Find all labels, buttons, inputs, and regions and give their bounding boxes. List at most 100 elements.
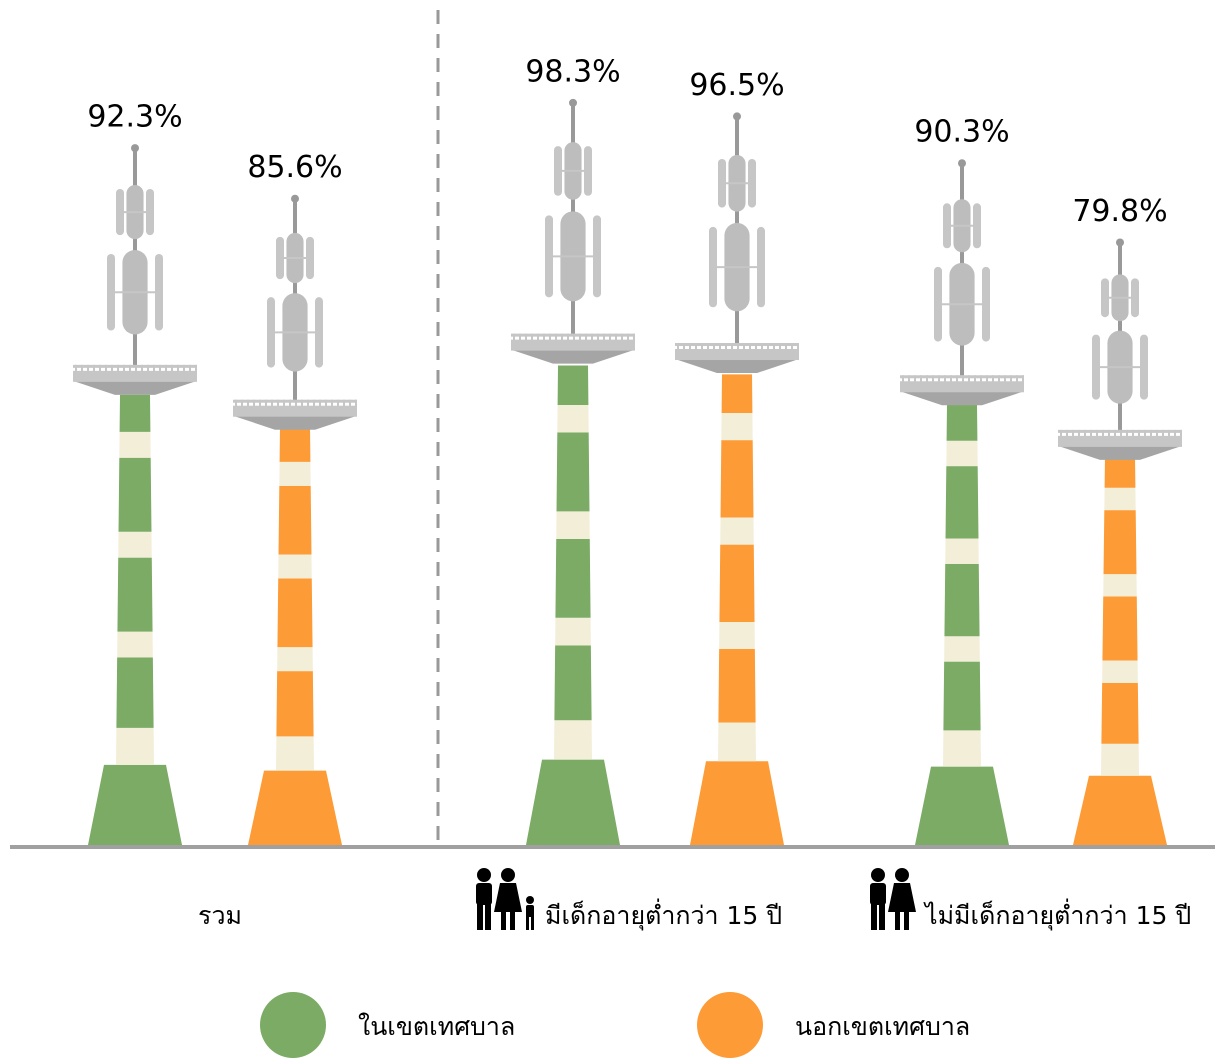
legend-swatch xyxy=(260,992,326,1058)
tower-stripe xyxy=(556,511,590,539)
railing-post xyxy=(627,333,629,342)
railing-post xyxy=(689,343,691,352)
railing-post xyxy=(998,375,1000,384)
tower-stripe xyxy=(1101,743,1139,776)
tower-platform xyxy=(1058,435,1182,447)
railing-post xyxy=(567,333,569,342)
railing-post xyxy=(603,333,605,342)
railing-post xyxy=(1168,429,1170,438)
tower-base xyxy=(88,764,182,845)
railing-post xyxy=(785,343,787,352)
railing-post xyxy=(135,364,137,373)
railing-post xyxy=(719,343,721,352)
tower-stripe xyxy=(1103,510,1137,575)
railing-post xyxy=(349,399,351,408)
antenna-tip xyxy=(1116,238,1124,247)
tower-stripe xyxy=(117,557,153,632)
railing-post xyxy=(247,399,249,408)
railing-post xyxy=(537,333,539,342)
tower-platform-under xyxy=(73,380,197,395)
tower-stripe xyxy=(116,727,154,765)
tower-stripe xyxy=(945,538,979,564)
railing-post xyxy=(579,333,581,342)
tower-platform xyxy=(675,349,799,361)
railing-post xyxy=(561,333,563,342)
railing-post xyxy=(908,375,910,384)
tower-stripe xyxy=(721,413,753,441)
railing-post xyxy=(87,364,89,373)
railing-post xyxy=(956,375,958,384)
tower-stripe xyxy=(1104,487,1136,511)
railing-post xyxy=(585,333,587,342)
railing-post xyxy=(277,399,279,408)
railing-post xyxy=(1180,429,1182,438)
tower-stripe xyxy=(718,722,756,762)
tower-base xyxy=(1073,775,1167,845)
railing-post xyxy=(189,364,191,373)
tower-platform-under xyxy=(675,359,799,374)
tower-stripe xyxy=(1103,574,1137,597)
tower-stripe xyxy=(279,427,311,462)
railing-post xyxy=(1156,429,1158,438)
tower-stripe xyxy=(557,365,589,405)
tower-bar xyxy=(73,144,197,845)
tower-platform xyxy=(73,370,197,382)
railing-post xyxy=(1096,429,1098,438)
railing-post xyxy=(621,333,623,342)
tower-stripe xyxy=(718,649,756,723)
railing-post xyxy=(171,364,173,373)
family-icon xyxy=(476,868,534,930)
tower-stripe xyxy=(276,736,314,771)
railing-post xyxy=(159,364,161,373)
railing-post xyxy=(1084,429,1086,438)
tower-stripe xyxy=(278,485,312,555)
railing-post xyxy=(1010,375,1012,384)
railing-post xyxy=(1150,429,1152,438)
railing-post xyxy=(183,364,185,373)
tower-stripe xyxy=(557,404,589,433)
railing-post xyxy=(75,364,77,373)
tower-stripe xyxy=(119,431,151,458)
tower-platform-under xyxy=(900,391,1024,406)
railing-post xyxy=(519,333,521,342)
tower-base xyxy=(690,761,784,845)
tower-stripe xyxy=(555,617,591,646)
railing-post xyxy=(1078,429,1080,438)
railing-post xyxy=(731,343,733,352)
railing-post xyxy=(1066,429,1068,438)
railing-post xyxy=(1120,429,1122,438)
railing-post xyxy=(615,333,617,342)
couple-icon xyxy=(870,868,916,930)
railing-post xyxy=(992,375,994,384)
tower-stripe xyxy=(554,645,592,721)
railing-post xyxy=(962,375,964,384)
railing-post xyxy=(1132,429,1134,438)
tower-platform-under xyxy=(511,349,635,364)
tower-stripe xyxy=(279,461,311,486)
tower-stripe xyxy=(117,631,153,658)
railing-post xyxy=(932,375,934,384)
tower-stripe xyxy=(943,661,981,731)
railing-post xyxy=(555,333,557,342)
tower-stripe xyxy=(116,657,154,728)
tower-stripe xyxy=(118,531,152,558)
legend-label: นอกเขตเทศบาล xyxy=(795,1012,970,1041)
railing-post xyxy=(165,364,167,373)
railing-post xyxy=(1126,429,1128,438)
antenna-tip xyxy=(958,159,966,168)
railing-post xyxy=(609,333,611,342)
antenna-tip xyxy=(291,194,299,203)
category-label: มีเด็กอายุต่ำกว่า 15 ปี xyxy=(545,898,782,931)
railing-post xyxy=(259,399,261,408)
tower-stripe xyxy=(944,563,980,637)
tower-stripe xyxy=(276,671,314,737)
railing-post xyxy=(944,375,946,384)
tower-platform xyxy=(900,381,1024,393)
tower-stripe xyxy=(721,374,753,414)
railing-post xyxy=(117,364,119,373)
railing-post xyxy=(111,364,113,373)
railing-post xyxy=(337,399,339,408)
railing-post xyxy=(99,364,101,373)
tower-platform-under xyxy=(233,415,357,430)
